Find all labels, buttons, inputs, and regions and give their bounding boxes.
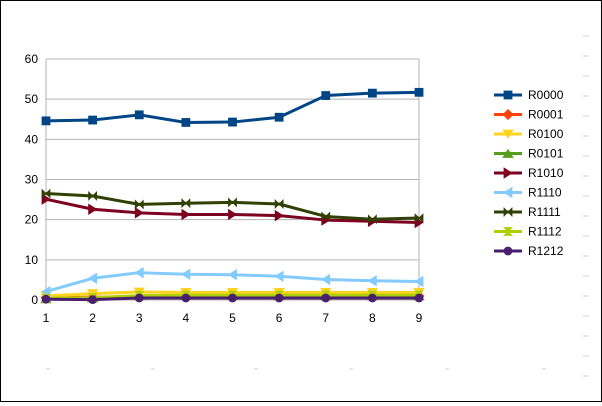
y-tick-label: 60 <box>25 52 39 66</box>
data-point-marker <box>228 293 237 303</box>
data-point-marker <box>367 214 377 225</box>
data-point-marker <box>414 293 424 303</box>
data-point-marker <box>503 207 513 217</box>
data-point-marker <box>502 108 514 121</box>
data-point-marker <box>41 116 51 126</box>
data-point-marker <box>274 293 284 303</box>
legend-label: R0101 <box>528 147 564 161</box>
x-tick-label: 8 <box>369 311 376 325</box>
data-point-marker <box>367 293 377 303</box>
data-point-marker <box>41 193 51 205</box>
data-point-marker <box>274 112 284 122</box>
data-point-marker <box>181 268 191 281</box>
data-point-marker <box>87 272 98 285</box>
data-point-marker <box>503 186 513 199</box>
data-point-marker <box>88 191 98 201</box>
data-point-marker <box>367 88 377 98</box>
data-point-marker <box>227 268 237 281</box>
data-point-marker <box>503 90 513 100</box>
data-point-marker <box>321 293 331 303</box>
data-point-marker <box>321 211 331 222</box>
legend-label: R0100 <box>528 127 564 141</box>
legend-label: R1010 <box>528 166 564 180</box>
legend-item: R0100 <box>494 127 564 141</box>
series-R1110 <box>41 266 424 298</box>
legend-label: R0000 <box>528 88 564 102</box>
data-point-marker <box>134 207 145 219</box>
y-tick-label: 50 <box>25 92 39 106</box>
data-point-marker <box>88 115 98 125</box>
legend-item: R1212 <box>494 244 564 258</box>
data-point-marker <box>134 110 144 120</box>
legend-label: R1110 <box>528 186 562 200</box>
data-point-marker <box>134 293 144 303</box>
data-point-marker <box>181 198 191 209</box>
data-point-marker <box>134 199 144 210</box>
legend-label: R1112 <box>528 225 562 239</box>
legend: R0000 R0001 R0100 R0101 R1010 R1110 R1111 R1112… <box>494 88 564 258</box>
x-axis-tick-labels: 1 2 3 4 5 6 7 8 9 <box>43 311 423 325</box>
data-point-marker <box>134 266 144 279</box>
data-point-marker <box>503 167 513 179</box>
data-point-marker <box>41 188 51 199</box>
x-tick-label: 5 <box>229 311 236 325</box>
data-point-marker <box>228 208 238 221</box>
sheet-gridline-marks <box>46 35 589 377</box>
data-point-marker <box>181 208 191 221</box>
series-R1010 <box>41 193 424 229</box>
legend-label: R0001 <box>528 108 564 122</box>
x-tick-label: 6 <box>276 311 283 325</box>
legend-label: R1212 <box>528 244 564 258</box>
x-tick-label: 9 <box>416 311 423 325</box>
x-tick-label: 1 <box>43 311 50 325</box>
series-R1212 <box>41 293 424 304</box>
data-point-marker <box>414 275 424 288</box>
data-point-marker <box>88 295 98 304</box>
data-point-marker <box>181 293 191 303</box>
data-point-marker <box>228 197 237 208</box>
x-tick-label: 7 <box>322 311 329 325</box>
y-axis-tick-labels: 0 10 20 30 40 50 60 <box>25 52 39 307</box>
data-point-marker <box>228 117 237 127</box>
data-point-marker <box>88 203 98 215</box>
y-tick-label: 40 <box>25 132 39 146</box>
x-tick-label: 3 <box>136 311 143 325</box>
data-point-marker <box>502 129 514 139</box>
data-point-marker <box>502 148 514 158</box>
legend-item: R0000 <box>494 88 564 102</box>
data-point-marker <box>320 273 331 286</box>
data-point-marker <box>41 294 51 304</box>
y-gridlines <box>46 58 419 301</box>
data-point-marker <box>274 209 284 222</box>
legend-item: R0001 <box>494 108 564 122</box>
legend-item: R1110 <box>494 186 562 200</box>
data-point-marker <box>414 213 424 224</box>
x-tick-label: 2 <box>89 311 96 325</box>
y-tick-label: 30 <box>25 173 39 187</box>
series-R1111 <box>41 188 424 225</box>
plot-area <box>45 59 420 300</box>
legend-item: R1010 <box>494 166 564 180</box>
data-point-marker <box>414 87 424 97</box>
series-R0000 <box>41 87 424 127</box>
data-point-marker <box>274 199 284 209</box>
series-lines <box>40 87 425 304</box>
legend-item: R1112 <box>494 225 562 239</box>
y-tick-label: 20 <box>25 213 39 227</box>
y-tick-label: 0 <box>31 293 38 307</box>
data-point-marker <box>367 274 377 287</box>
data-point-marker <box>503 227 513 236</box>
y-tick-label: 10 <box>25 253 39 267</box>
data-point-marker <box>181 118 191 127</box>
data-point-marker <box>274 270 284 283</box>
x-tick-label: 4 <box>183 311 190 325</box>
legend-label: R1111 <box>528 205 561 219</box>
legend-item: R0101 <box>494 147 564 161</box>
legend-item: R1111 <box>494 205 561 219</box>
data-point-marker <box>321 91 331 100</box>
data-point-marker <box>503 246 513 256</box>
